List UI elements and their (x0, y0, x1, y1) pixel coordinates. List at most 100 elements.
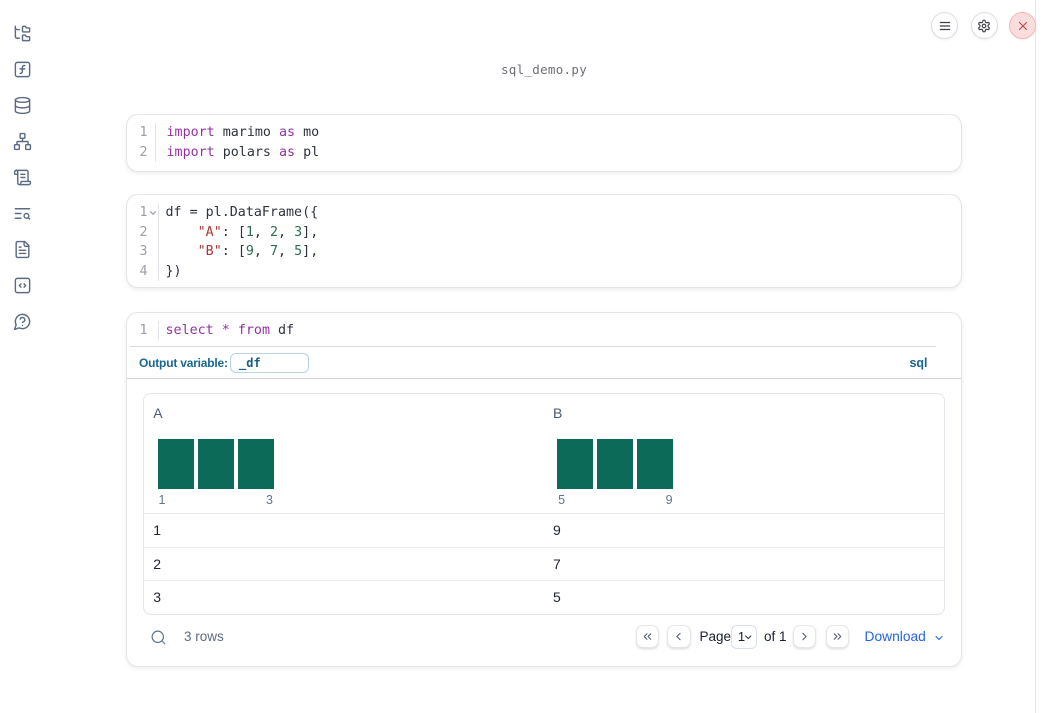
code-token: ], (302, 244, 319, 260)
line-number: 3 (139, 244, 148, 260)
column-header-A[interactable]: A 1 3 (144, 394, 544, 513)
code-lines: import marimo as mo import polars as pl (156, 123, 320, 162)
fold-slot (148, 223, 159, 243)
sidebar-item-logs[interactable] (0, 195, 44, 231)
fold-slot (148, 143, 155, 163)
chevrons-right-icon (833, 633, 842, 641)
sidebar-item-variables[interactable] (0, 51, 44, 87)
fold-slot (148, 242, 159, 262)
line-numbers: 1 (127, 321, 148, 341)
fold-slot (148, 262, 159, 282)
code-editor[interactable]: 1 2 3 4 df = pl.DataFrame({ "A": [1, 2, 3],… (127, 195, 961, 282)
table-cell: 2 (153, 555, 162, 572)
sql-language-badge: sql (909, 355, 928, 370)
line-number: 2 (139, 144, 148, 160)
settings-button[interactable] (970, 12, 998, 39)
code-lines: df = pl.DataFrame({ "A": [1, 2, 3], "B":… (159, 203, 319, 282)
code-cell-dataframe[interactable]: 1 2 3 4 df = pl.DataFrame({ "A": [1, 2, 3],… (126, 193, 962, 288)
code-line[interactable]: import marimo as mo (167, 123, 320, 143)
table-cell: 5 (552, 588, 561, 605)
code-token: from (237, 323, 270, 338)
logs-search-icon (14, 207, 30, 220)
sidebar-item-dependencies[interactable] (0, 123, 44, 159)
code-token: ], (302, 224, 319, 240)
code-line[interactable]: }) (166, 262, 319, 282)
line-number: 1 (139, 205, 148, 220)
notebook-filename: sql_demo.py (500, 62, 588, 77)
table-footer: 3 rows Page 1 of 1 Download (127, 625, 961, 663)
fold-arrow-icon[interactable] (148, 203, 159, 223)
code-line[interactable]: "A": [1, 2, 3], (166, 223, 319, 243)
dependency-graph-icon (13, 132, 31, 150)
options-output-divider (127, 378, 961, 379)
chevron-down-icon (935, 635, 943, 640)
code-line[interactable]: "B": [9, 7, 5], (166, 242, 319, 262)
code-token (214, 323, 222, 338)
last-page-button[interactable] (826, 625, 850, 649)
next-page-button[interactable] (792, 625, 817, 649)
close-x-icon (1018, 21, 1027, 30)
first-page-button[interactable] (636, 625, 660, 649)
editor-output-divider (130, 346, 936, 347)
line-number: 4 (139, 263, 148, 279)
sidebar-item-snippets[interactable] (0, 267, 44, 303)
code-editor[interactable]: 1 select * from df (127, 313, 961, 341)
column-histogram (157, 439, 274, 489)
line-numbers: 1 2 3 4 (127, 203, 148, 281)
code-line[interactable]: select * from df (166, 321, 295, 341)
shutdown-button[interactable] (1009, 12, 1036, 39)
search-icon[interactable] (150, 629, 167, 646)
fold-gutter (148, 203, 159, 281)
code-line[interactable]: import polars as pl (167, 143, 320, 163)
sidebar-item-help[interactable] (0, 303, 44, 339)
line-number: 2 (139, 224, 148, 240)
code-token: * (221, 323, 230, 338)
fold-slot (148, 321, 159, 341)
code-token: mo (295, 125, 320, 140)
code-token: , (278, 224, 295, 240)
sidebar-item-scratchpad[interactable] (0, 159, 44, 195)
table-header-row: A 1 3 B 5 9 (144, 394, 944, 515)
sql-cell[interactable]: 1 select * from df Output variable: sql … (126, 311, 962, 667)
line-number: 1 (139, 323, 148, 338)
code-token: polars (214, 144, 279, 160)
help-chat-icon (13, 313, 30, 330)
download-label: Download (864, 629, 926, 645)
page-select[interactable]: 1 (730, 625, 758, 649)
column-header-B[interactable]: B 5 9 (544, 394, 944, 513)
sidebar-item-documentation[interactable] (0, 231, 44, 267)
code-token: import (166, 125, 215, 140)
code-token: "A" (197, 224, 222, 240)
chevron-right-icon (802, 633, 807, 641)
code-token (166, 225, 198, 240)
function-square-icon (14, 61, 30, 77)
code-token: 2 (269, 224, 279, 240)
histogram-bar (237, 439, 274, 489)
column-name: A (153, 405, 163, 422)
chevron-left-icon (676, 633, 682, 641)
code-line[interactable]: df = pl.DataFrame({ (166, 203, 319, 223)
output-variable-input[interactable] (230, 353, 309, 373)
histogram-bar (597, 439, 634, 489)
table-cell: 9 (552, 522, 561, 539)
sidebar-item-file-explorer[interactable] (0, 15, 44, 51)
code-token: pl (295, 144, 320, 160)
histogram-bar (197, 439, 234, 489)
sidebar-item-datasources[interactable] (0, 87, 44, 123)
notebook-menu-button[interactable] (931, 12, 958, 39)
previous-page-button[interactable] (667, 625, 691, 649)
code-token: 5 (294, 244, 303, 260)
download-button[interactable]: Download (865, 625, 945, 648)
fold-gutter (148, 321, 159, 341)
table-cell: 7 (552, 555, 561, 572)
chevrons-left-icon (643, 633, 652, 641)
code-token: : [ (221, 244, 246, 260)
code-token: , (253, 244, 270, 260)
code-token: as (278, 125, 296, 140)
code-snippets-icon (14, 277, 30, 293)
